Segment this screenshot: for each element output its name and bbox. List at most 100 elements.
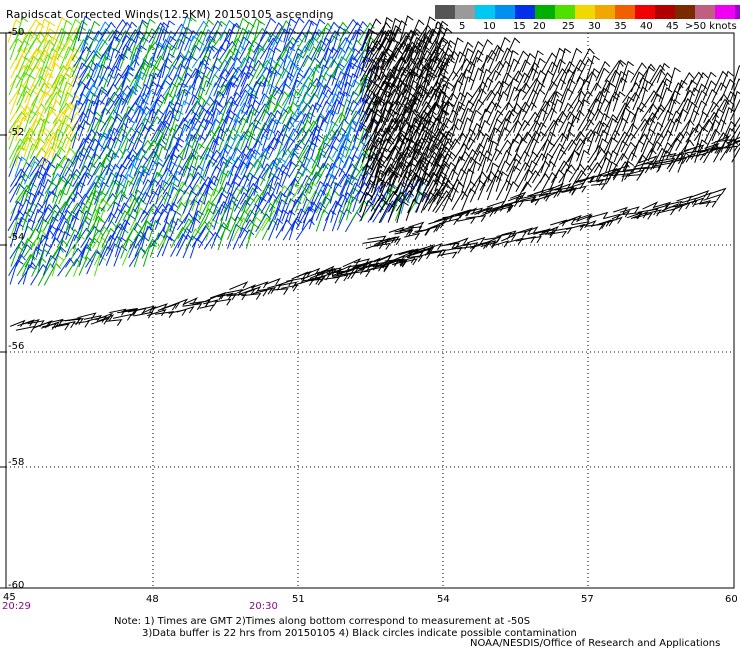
wind-barb	[638, 117, 656, 142]
wind-barb	[301, 157, 317, 177]
wind-barb	[541, 91, 560, 111]
wind-barb	[702, 146, 722, 155]
wind-barb	[303, 135, 321, 159]
wind-barb	[296, 270, 312, 279]
wind-barb	[451, 190, 468, 211]
wind-barb	[469, 88, 487, 112]
wind-barb	[86, 229, 104, 250]
wind-barb	[45, 152, 62, 176]
wind-barb	[379, 88, 399, 112]
wind-barb	[567, 66, 583, 91]
wind-barb	[267, 166, 284, 186]
wind-barb	[296, 54, 313, 77]
wind-barb	[353, 121, 367, 142]
wind-barb	[229, 281, 249, 290]
wind-barb	[415, 129, 431, 152]
wind-barb	[134, 30, 152, 51]
wind-barb	[133, 92, 150, 114]
wind-barb	[591, 221, 607, 229]
wind-barb	[458, 91, 473, 112]
wind-barb	[386, 24, 402, 51]
wind-barb	[198, 147, 214, 169]
wind-barb	[115, 148, 132, 168]
wind-barb	[396, 81, 409, 102]
time-label-first: 20:29	[2, 601, 31, 612]
wind-barb	[78, 215, 92, 239]
wind-barb	[59, 46, 75, 70]
wind-barb	[100, 179, 119, 204]
wind-barb	[43, 91, 62, 114]
wind-barb	[630, 62, 647, 83]
lon-label-54: 54	[437, 594, 450, 605]
wind-barb	[43, 190, 56, 213]
wind-barb	[316, 134, 331, 161]
wind-barb	[233, 44, 246, 68]
wind-barb	[452, 51, 466, 72]
wind-barb	[368, 58, 385, 82]
wind-barb	[425, 178, 443, 203]
wind-barb	[59, 147, 76, 169]
wind-barb	[387, 194, 404, 213]
wind-barb	[361, 28, 376, 52]
wind-barb	[398, 256, 417, 264]
wind-barb	[106, 152, 120, 176]
wind-barb	[378, 202, 395, 224]
wind-barb	[370, 70, 387, 91]
wind-barb	[568, 163, 586, 183]
wind-barb	[78, 210, 92, 231]
wind-barb	[344, 79, 360, 104]
wind-barb	[656, 62, 670, 83]
wind-barb	[373, 21, 391, 42]
wind-barb	[329, 182, 342, 204]
wind-barb	[65, 210, 78, 232]
wind-barb	[477, 176, 494, 201]
wind-barb	[8, 175, 26, 194]
wind-barb	[191, 46, 212, 69]
wind-barb	[233, 130, 250, 151]
wind-barb	[649, 121, 664, 142]
wind-barb	[459, 128, 476, 152]
wind-barb	[494, 139, 513, 161]
wind-barb	[51, 65, 69, 88]
wind-barb	[268, 181, 283, 204]
wind-barb	[388, 226, 405, 234]
wind-barb	[522, 67, 539, 91]
wind-barb	[694, 126, 709, 152]
wind-barb	[70, 99, 83, 123]
wind-barb	[213, 20, 227, 42]
wind-barb	[432, 147, 447, 171]
wind-barb	[323, 276, 341, 284]
wind-barb	[142, 56, 158, 79]
wind-barb	[289, 53, 304, 79]
wind-barb	[274, 68, 290, 88]
wind-barb	[56, 36, 75, 60]
legend-swatch	[635, 5, 655, 19]
wind-barb	[219, 204, 233, 230]
wind-barb	[185, 212, 202, 231]
wind-barb	[352, 124, 366, 151]
wind-barb	[115, 112, 131, 134]
wind-barb	[155, 311, 175, 318]
wind-barb	[106, 65, 121, 87]
wind-barb	[212, 46, 227, 70]
wind-barb	[381, 238, 402, 246]
wind-barb	[461, 207, 478, 216]
wind-barb	[17, 71, 31, 95]
wind-barb	[352, 66, 366, 88]
wind-barb	[168, 51, 186, 70]
wind-barb	[441, 161, 457, 183]
wind-barb	[612, 59, 627, 83]
legend-swatch	[575, 5, 595, 19]
wind-barb	[108, 19, 128, 42]
wind-barb	[294, 19, 314, 43]
wind-barb	[579, 175, 595, 183]
wind-barb	[674, 79, 688, 101]
wind-barb	[656, 118, 676, 142]
wind-barb	[436, 180, 454, 205]
wind-barb	[710, 131, 729, 153]
wind-barb	[296, 119, 313, 141]
wind-barb	[648, 68, 666, 91]
wind-barb	[57, 257, 75, 277]
wind-barb	[414, 101, 432, 123]
wind-barb	[289, 138, 306, 159]
